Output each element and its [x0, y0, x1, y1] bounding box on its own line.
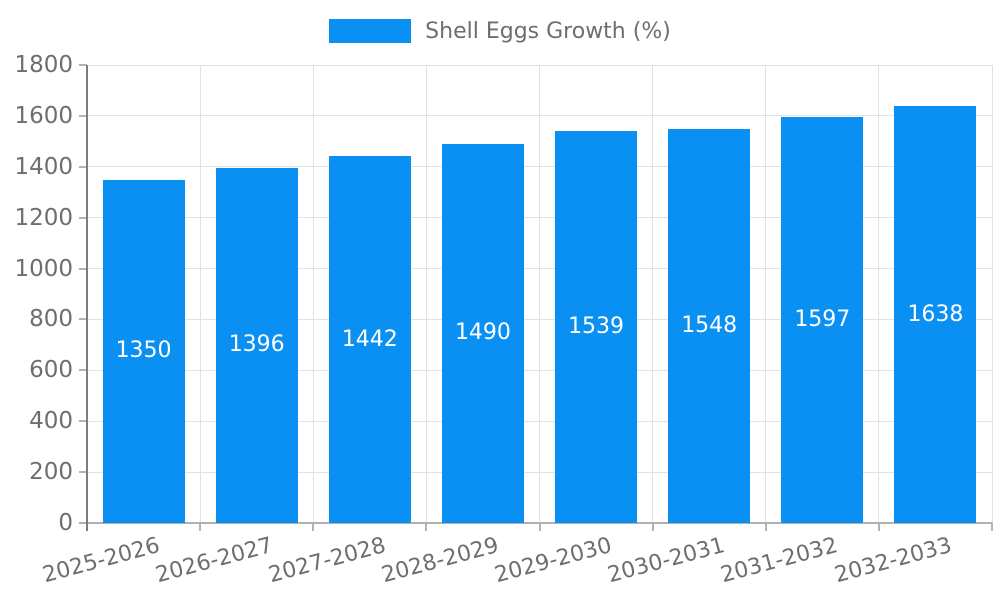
- y-tick-label: 1200: [14, 204, 73, 231]
- x-axis-tick: [538, 523, 541, 531]
- x-tick-label: 2029-2030: [492, 533, 615, 589]
- y-axis-tick: [79, 165, 87, 168]
- y-tick-label: 800: [29, 306, 73, 333]
- y-tick-label: 1800: [14, 52, 73, 78]
- bar-value-label: 1638: [907, 301, 964, 327]
- bar: [781, 116, 864, 523]
- bar-value-label: 1490: [454, 320, 511, 346]
- x-tick-label: 2026-2027: [152, 533, 276, 589]
- y-axis-tick: [79, 369, 87, 372]
- y-tick-label: 1000: [14, 255, 73, 282]
- gridline-vertical: [991, 65, 993, 523]
- y-tick-label: 200: [29, 459, 73, 486]
- gridline-vertical: [652, 65, 654, 523]
- legend-label: Shell Eggs Growth (%): [425, 18, 671, 44]
- x-axis-tick: [312, 523, 315, 531]
- bar-value-label: 1350: [115, 338, 172, 364]
- x-axis-tick: [425, 523, 428, 531]
- y-axis-tick: [79, 114, 87, 117]
- bar: [441, 143, 524, 523]
- x-axis-tick: [651, 523, 654, 531]
- gridline-vertical: [312, 65, 314, 523]
- x-axis-tick: [764, 523, 767, 531]
- y-axis-tick: [79, 64, 87, 66]
- x-axis-line: [79, 522, 992, 524]
- x-tick-label: 2027-2028: [265, 533, 389, 589]
- bar-value-label: 1548: [681, 313, 738, 339]
- y-axis-tick: [79, 318, 87, 321]
- bar-value-label: 1539: [568, 314, 625, 340]
- y-axis-tick: [79, 420, 87, 423]
- bar-value-label: 1396: [228, 332, 285, 358]
- bar: [555, 131, 638, 523]
- y-tick-label: 600: [29, 357, 73, 384]
- bar: [215, 167, 298, 523]
- gridline-vertical: [199, 65, 201, 523]
- y-axis-tick: [79, 216, 87, 219]
- bar: [328, 156, 411, 523]
- x-axis-tick: [877, 523, 880, 531]
- bar: [894, 106, 977, 523]
- y-tick-label: 400: [29, 408, 73, 435]
- bar: [102, 179, 185, 523]
- gridline-vertical: [539, 65, 540, 523]
- x-tick-label: 2032-2033: [831, 533, 954, 589]
- y-axis-line: [86, 65, 88, 531]
- x-tick-label: 2028-2029: [379, 533, 502, 589]
- y-tick-label: 1600: [14, 102, 73, 129]
- gridline-vertical: [425, 65, 427, 523]
- x-tick-label: 2025-2026: [39, 533, 163, 589]
- x-tick-label: 2031-2032: [718, 533, 841, 589]
- gridline-vertical: [878, 65, 880, 523]
- bar-value-label: 1597: [794, 306, 851, 332]
- y-axis-tick: [79, 267, 87, 270]
- x-axis-tick: [991, 523, 993, 531]
- y-axis-tick: [79, 471, 87, 474]
- bar-value-label: 1442: [341, 326, 398, 352]
- chart-legend: Shell Eggs Growth (%): [0, 17, 1000, 45]
- y-tick-label: 0: [58, 510, 73, 536]
- x-axis-tick: [199, 523, 202, 531]
- x-tick-label: 2030-2031: [605, 533, 728, 589]
- y-tick-label: 1400: [14, 153, 73, 180]
- legend-swatch: [329, 19, 412, 43]
- gridline-vertical: [765, 65, 767, 523]
- bar: [668, 129, 751, 523]
